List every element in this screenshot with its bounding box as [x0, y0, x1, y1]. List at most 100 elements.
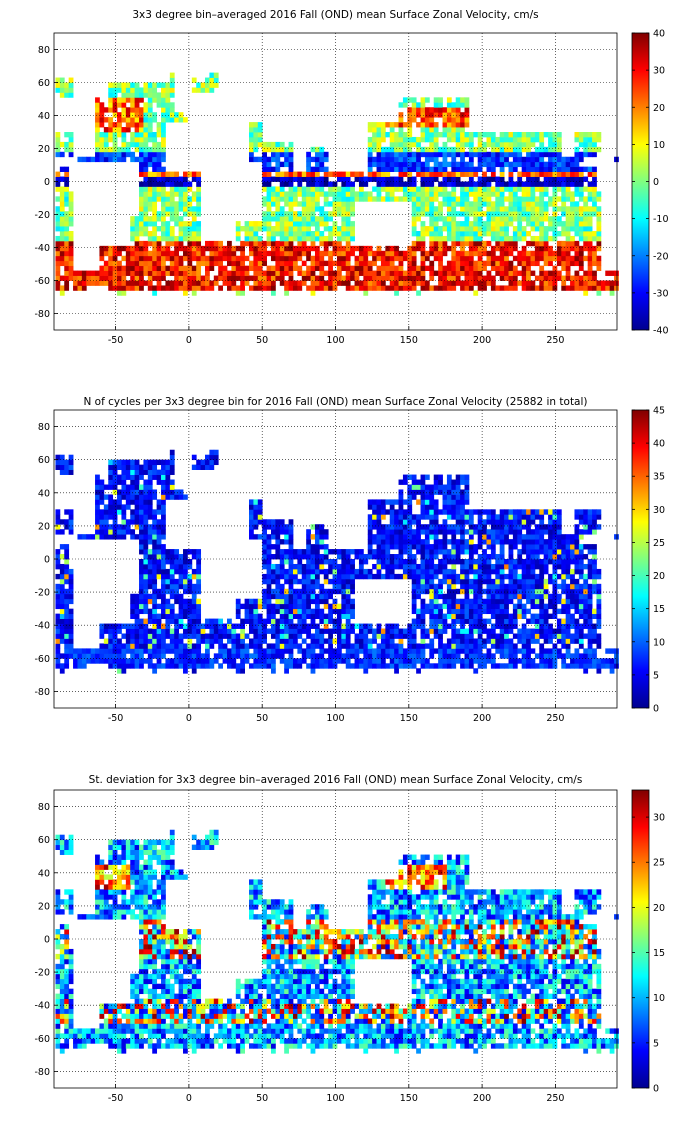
data-bin — [460, 285, 465, 291]
data-bin — [446, 593, 452, 600]
data-bin — [416, 122, 421, 128]
data-bin — [68, 151, 74, 158]
data-bin — [429, 544, 435, 550]
data-bin — [323, 196, 329, 202]
data-bin — [139, 499, 144, 505]
data-bin — [477, 255, 483, 262]
data-bin — [288, 658, 294, 664]
data-bin — [108, 643, 114, 649]
data-bin — [99, 509, 105, 515]
data-bin — [508, 240, 514, 247]
data-bin — [112, 484, 118, 490]
data-bin — [125, 459, 131, 466]
data-bin — [402, 141, 408, 148]
data-bin — [108, 87, 114, 93]
data-bin — [363, 559, 369, 565]
data-bin — [548, 141, 553, 148]
data-bin — [543, 235, 549, 242]
data-bin — [345, 181, 351, 187]
data-bin — [191, 196, 197, 202]
data-bin — [213, 454, 219, 461]
data-bin — [565, 216, 571, 222]
data-bin — [143, 211, 149, 217]
data-bin — [385, 122, 391, 128]
data-bin — [165, 559, 171, 565]
data-bin — [125, 255, 131, 262]
data-bin — [345, 176, 351, 182]
data-bin — [385, 529, 391, 535]
data-bin — [121, 151, 127, 158]
data-bin — [490, 260, 496, 267]
data-bin — [512, 226, 518, 232]
data-bin — [139, 206, 144, 212]
data-bin — [103, 514, 109, 520]
data-bin — [284, 593, 289, 600]
data-bin — [328, 171, 333, 177]
data-bin — [152, 176, 158, 182]
data-bin — [372, 250, 377, 257]
data-bin — [446, 588, 452, 595]
data-bin — [336, 250, 342, 257]
data-bin — [526, 146, 531, 153]
data-bin — [420, 598, 426, 605]
data-bin — [301, 235, 307, 242]
data-bin — [552, 211, 558, 217]
data-bin — [328, 613, 333, 619]
data-bin — [59, 578, 65, 585]
data-bin — [367, 568, 373, 575]
data-bin — [495, 151, 501, 158]
data-bin — [341, 643, 347, 649]
data-bin — [578, 136, 584, 143]
data-bin — [446, 201, 452, 207]
data-bin — [178, 186, 184, 192]
data-bin — [407, 633, 413, 639]
data-bin — [161, 226, 166, 232]
data-bin — [147, 613, 153, 619]
data-bin — [398, 514, 404, 520]
data-bin — [363, 196, 369, 202]
data-bin — [244, 643, 250, 649]
data-bin — [288, 171, 294, 177]
data-bin — [556, 221, 562, 227]
data-bin — [165, 658, 171, 664]
data-bin — [385, 638, 391, 644]
data-bin — [262, 653, 267, 659]
data-bin — [284, 265, 289, 271]
data-bin — [482, 250, 487, 257]
data-bin — [99, 479, 105, 485]
data-bin — [213, 72, 219, 78]
data-bin — [389, 509, 395, 515]
data-bin — [336, 201, 342, 207]
data-bin — [398, 663, 404, 669]
data-bin — [380, 176, 386, 182]
data-bin — [200, 260, 206, 267]
data-bin — [187, 275, 193, 281]
data-bin — [534, 166, 540, 172]
data-bin — [451, 240, 457, 247]
data-bin — [323, 181, 329, 187]
data-bin — [134, 633, 140, 639]
data-bin — [139, 484, 144, 490]
data-bin — [134, 250, 140, 257]
data-bin — [358, 270, 364, 276]
data-bin — [68, 191, 74, 197]
data-bin — [288, 260, 294, 267]
data-bin — [152, 638, 158, 644]
data-bin — [367, 653, 373, 659]
data-bin — [147, 117, 153, 123]
data-bin — [134, 479, 140, 485]
data-bin — [407, 127, 413, 133]
data-bin — [183, 275, 188, 281]
data-bin — [231, 285, 237, 291]
data-bin — [222, 245, 228, 252]
data-bin — [323, 593, 329, 600]
data-bin — [380, 509, 386, 515]
data-bin — [112, 260, 118, 267]
data-bin — [345, 226, 351, 232]
data-bin — [495, 211, 501, 217]
data-bin — [121, 494, 127, 500]
data-bin — [275, 186, 281, 192]
data-bin — [552, 255, 558, 262]
data-bin — [275, 588, 281, 595]
data-bin — [147, 549, 153, 555]
